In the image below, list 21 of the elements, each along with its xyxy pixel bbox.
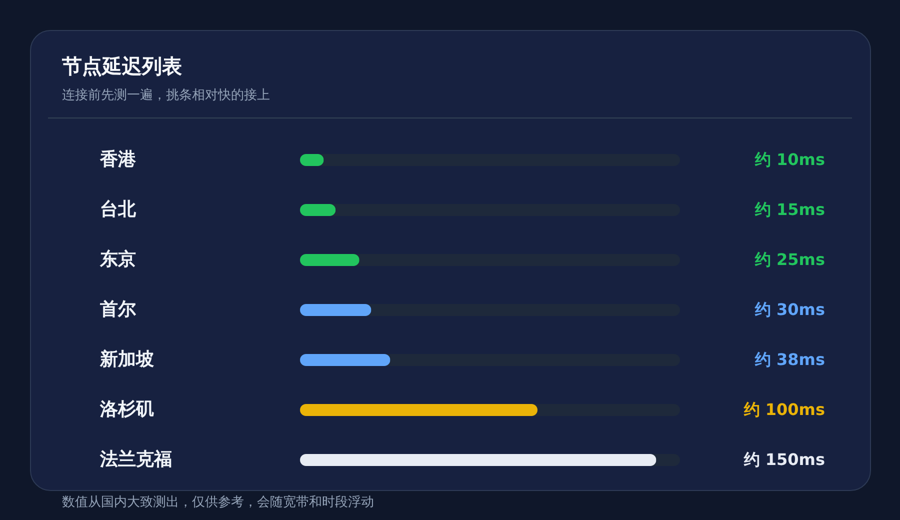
data-label: 约 30ms [754, 300, 825, 319]
y-tick-label: 新加坡 [99, 349, 154, 370]
data-label: 约 10ms [754, 150, 825, 169]
y-tick-label: 台北 [100, 199, 137, 220]
y-tick-label: 香港 [99, 149, 137, 170]
bar [300, 204, 336, 216]
bar [300, 254, 360, 266]
y-tick-label: 法兰克福 [99, 449, 172, 470]
y-tick-label: 首尔 [99, 299, 137, 320]
bar [300, 354, 390, 366]
text: 数值从国内大致测出，仅供参考，会随宽带和时段浮动 [62, 494, 374, 510]
text: 连接前先测一遍，挑条相对快的接上 [62, 87, 270, 103]
data-label: 约 38ms [754, 350, 825, 369]
data-label: 约 15ms [754, 200, 825, 219]
data-label: 约 150ms [742, 450, 825, 469]
y-tick-label: 东京 [99, 249, 136, 270]
bar [300, 304, 372, 316]
data-label: 约 25ms [754, 250, 825, 269]
data-label: 约 100ms [742, 400, 825, 419]
text: 节点延迟列表 [61, 54, 182, 78]
y-tick-label: 洛杉矶 [99, 399, 154, 420]
